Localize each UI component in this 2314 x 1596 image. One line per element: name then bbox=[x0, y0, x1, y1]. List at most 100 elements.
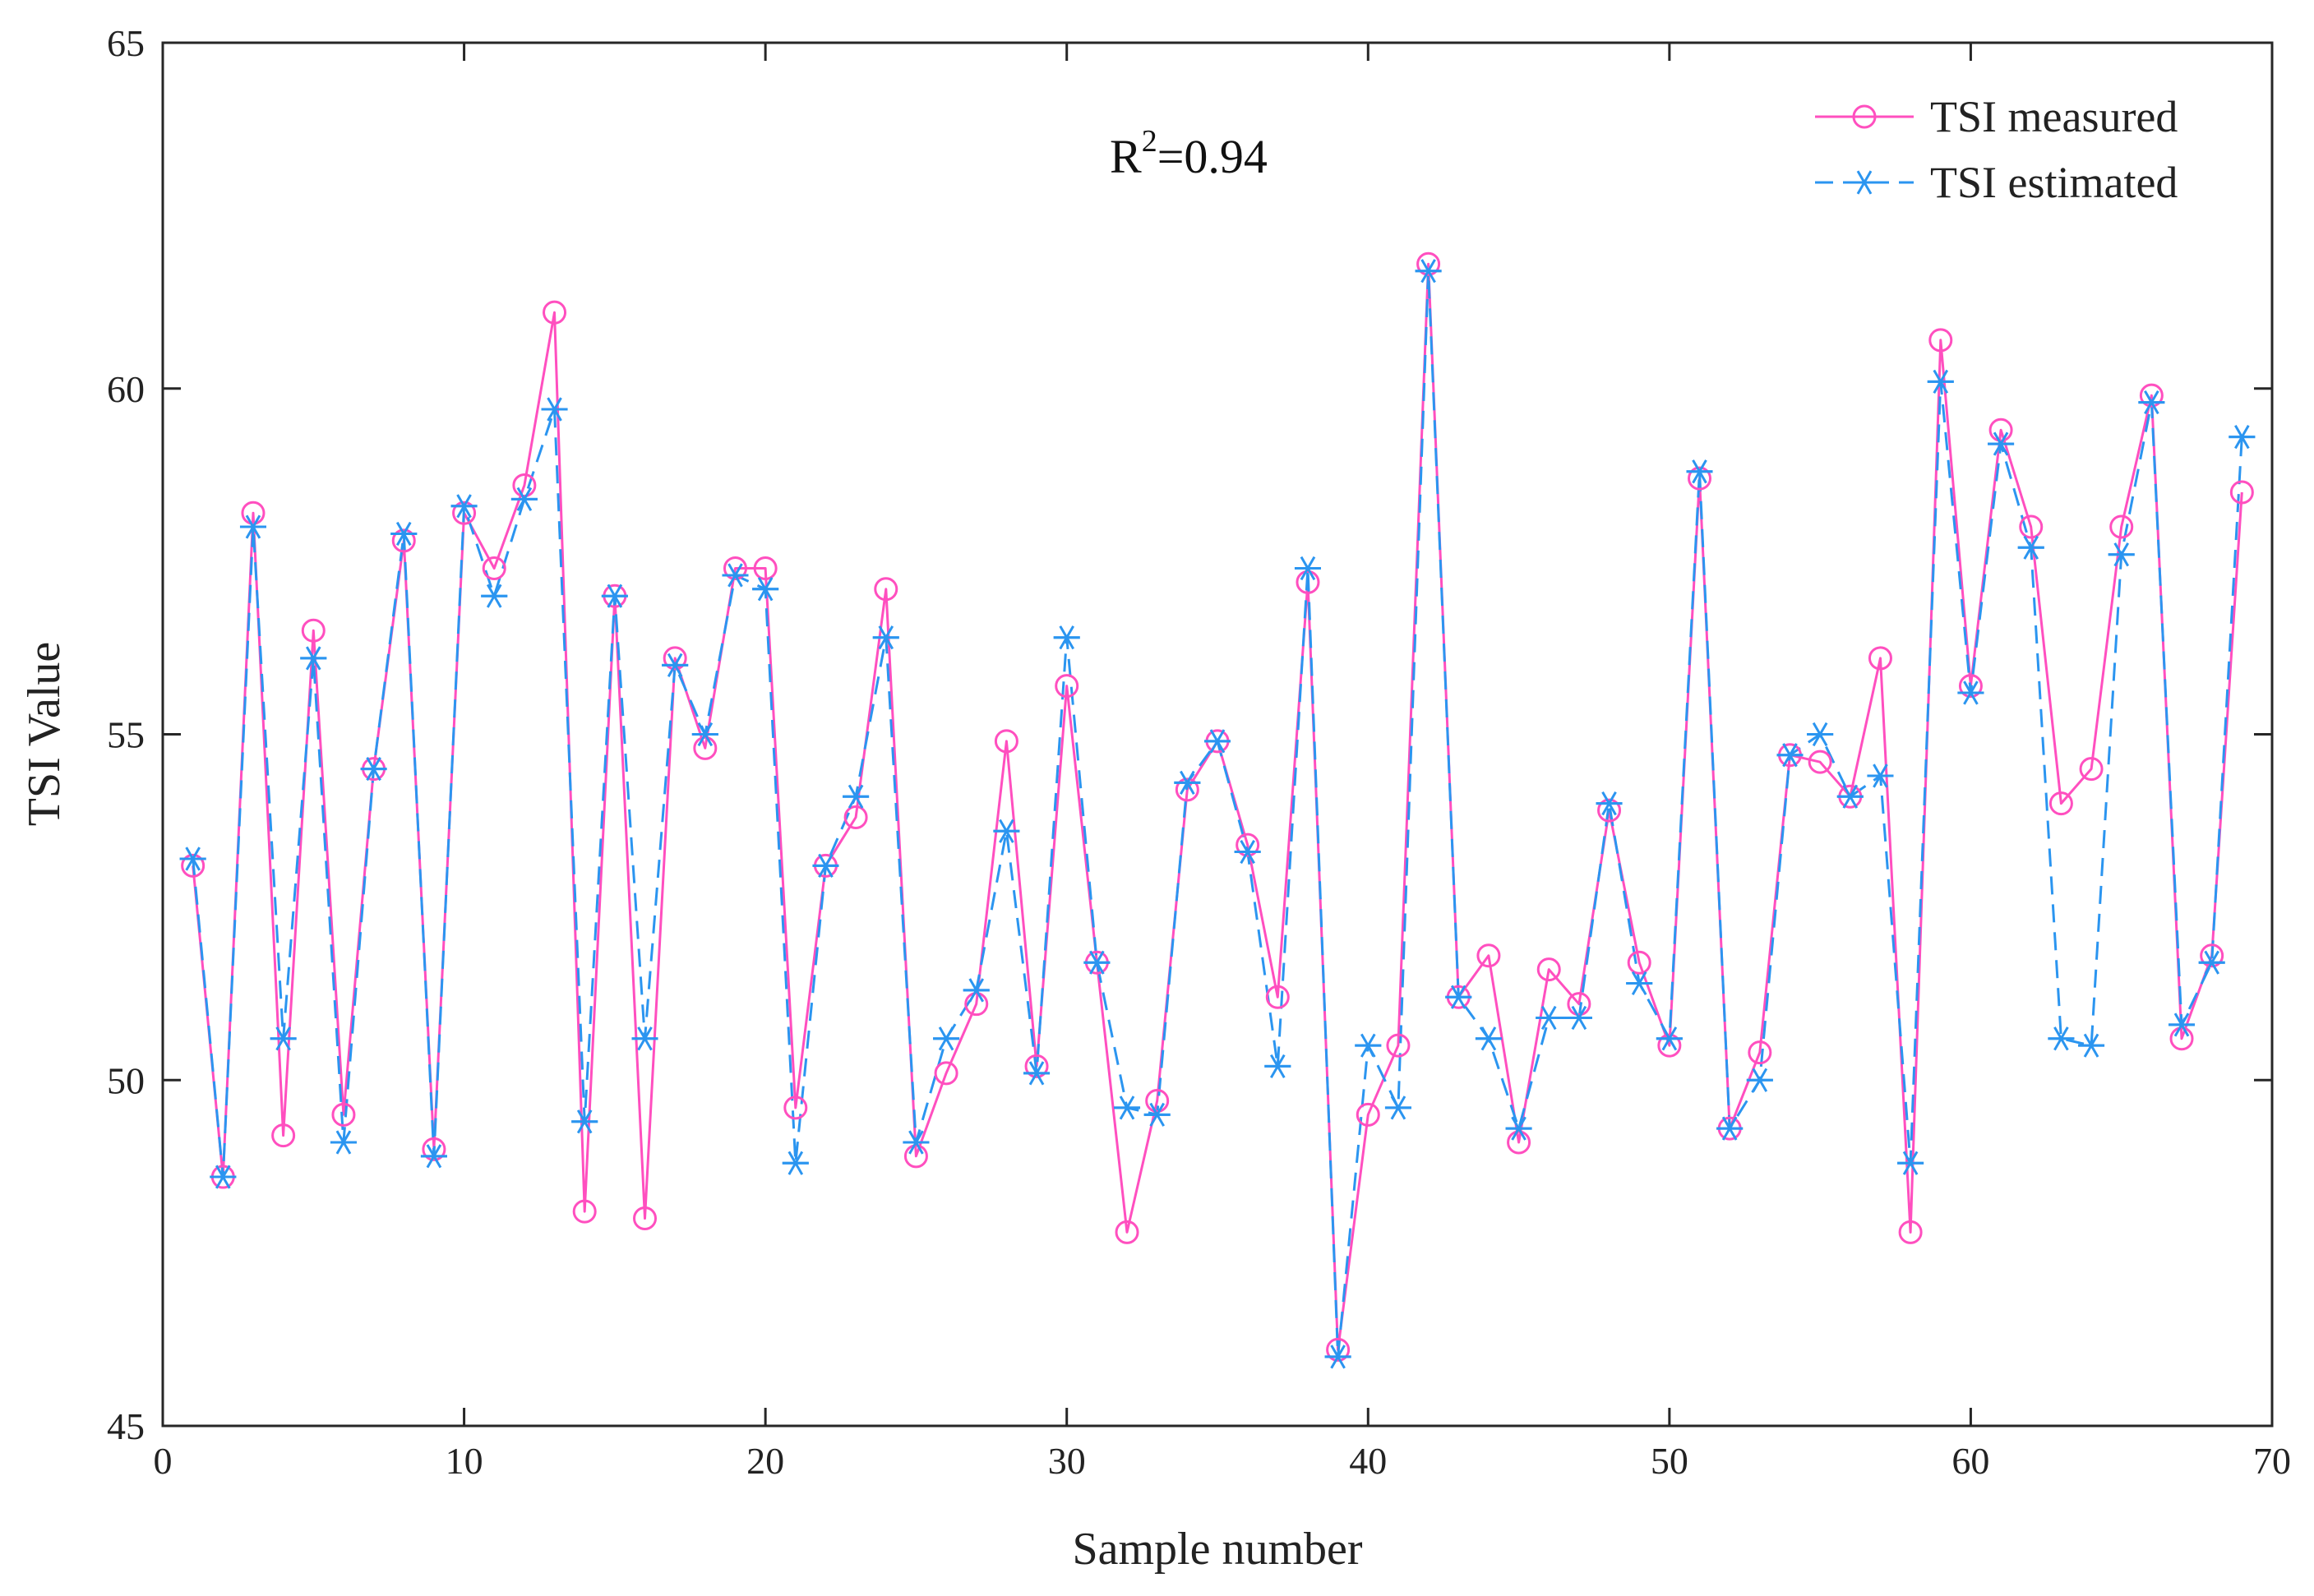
point-estimated bbox=[450, 494, 478, 519]
point-estimated bbox=[2198, 950, 2225, 975]
r-squared-sup: 2 bbox=[1142, 124, 1157, 159]
point-estimated bbox=[2138, 390, 2165, 415]
point-measured bbox=[783, 1096, 808, 1120]
point-measured bbox=[331, 1102, 356, 1127]
point-measured bbox=[2079, 757, 2104, 782]
point-measured bbox=[723, 556, 747, 581]
point-measured bbox=[1567, 992, 1591, 1017]
point-estimated bbox=[1867, 763, 1894, 788]
point-measured bbox=[1416, 251, 1441, 276]
point-estimated bbox=[1716, 1116, 1744, 1141]
point-measured bbox=[1236, 833, 1260, 857]
point-estimated bbox=[1686, 459, 1713, 484]
point-measured bbox=[271, 1123, 296, 1148]
y-tick-label: 65 bbox=[107, 22, 145, 64]
point-estimated bbox=[1807, 722, 1834, 747]
y-tick-label: 45 bbox=[107, 1405, 145, 1447]
point-estimated bbox=[420, 1144, 447, 1169]
x-axis: 0 10 20 30 40 50 60 70 bbox=[154, 43, 2291, 1482]
point-estimated bbox=[1505, 1116, 1532, 1141]
point-measured bbox=[1476, 943, 1501, 968]
r-squared-value: =0.94 bbox=[1157, 130, 1268, 183]
point-estimated bbox=[1174, 770, 1201, 796]
point-measured bbox=[843, 805, 868, 829]
point-estimated bbox=[872, 625, 899, 650]
point-measured bbox=[1868, 646, 1892, 671]
point-estimated bbox=[1234, 839, 1261, 865]
point-estimated bbox=[782, 1151, 809, 1175]
point-measured bbox=[2229, 480, 2254, 505]
point-estimated bbox=[963, 978, 990, 1003]
point-measured bbox=[301, 618, 326, 643]
x-axis-title: Sample number bbox=[1072, 1524, 1362, 1575]
legend-marker-estimated bbox=[1851, 170, 1878, 195]
point-measured bbox=[633, 1206, 658, 1231]
point-measured bbox=[994, 729, 1018, 754]
point-measured bbox=[452, 500, 477, 525]
r-squared-base: R bbox=[1110, 130, 1142, 183]
point-estimated bbox=[1264, 1054, 1291, 1079]
point-measured bbox=[181, 853, 206, 878]
point-estimated bbox=[2229, 425, 2256, 450]
point-estimated bbox=[843, 784, 870, 809]
markers-estimated bbox=[179, 259, 2256, 1369]
point-estimated bbox=[1324, 1345, 1351, 1369]
point-measured bbox=[1597, 798, 1622, 823]
point-measured bbox=[543, 300, 567, 325]
point-measured bbox=[1748, 1040, 1772, 1065]
point-estimated bbox=[1384, 1096, 1411, 1120]
point-measured bbox=[1115, 1220, 1139, 1244]
point-measured bbox=[1808, 750, 1832, 774]
y-axis-title: TSI Value bbox=[19, 642, 70, 827]
point-estimated bbox=[1053, 625, 1080, 650]
point-measured bbox=[874, 577, 898, 602]
point-measured bbox=[1507, 1130, 1531, 1155]
x-tick-label: 50 bbox=[1651, 1440, 1688, 1482]
point-measured bbox=[1024, 1054, 1049, 1078]
point-estimated bbox=[903, 1130, 930, 1155]
r-squared-annotation: R2=0.94 bbox=[1110, 124, 1268, 183]
point-estimated bbox=[239, 514, 266, 539]
point-measured bbox=[1296, 570, 1320, 594]
y-tick-label: 50 bbox=[107, 1059, 145, 1101]
point-estimated bbox=[1445, 985, 1472, 1009]
point-estimated bbox=[691, 722, 718, 747]
point-estimated bbox=[1836, 784, 1864, 809]
legend-label-measured: TSI measured bbox=[1930, 92, 2178, 141]
point-estimated bbox=[1776, 743, 1804, 768]
point-estimated bbox=[1988, 431, 2015, 456]
point-measured bbox=[1326, 1337, 1351, 1362]
x-tick-label: 70 bbox=[2253, 1440, 2291, 1482]
point-estimated bbox=[1957, 680, 1984, 705]
point-measured bbox=[2109, 514, 2134, 539]
point-estimated bbox=[662, 653, 689, 677]
point-measured bbox=[2169, 1026, 2194, 1051]
point-measured bbox=[964, 992, 989, 1017]
point-estimated bbox=[933, 1026, 960, 1051]
point-measured bbox=[1958, 674, 1983, 699]
x-tick-label: 0 bbox=[154, 1440, 173, 1482]
legend-label-estimated: TSI estimated bbox=[1930, 158, 2178, 207]
point-measured bbox=[1988, 417, 2013, 442]
point-estimated bbox=[1083, 950, 1111, 975]
point-estimated bbox=[210, 1165, 237, 1189]
point-measured bbox=[1386, 1033, 1411, 1058]
point-measured bbox=[1627, 950, 1651, 975]
point-estimated bbox=[1565, 1005, 1592, 1031]
point-measured bbox=[482, 556, 506, 581]
point-estimated bbox=[300, 646, 327, 671]
point-measured bbox=[2019, 514, 2044, 539]
point-estimated bbox=[571, 1109, 598, 1134]
point-estimated bbox=[1204, 729, 1231, 754]
series-layer bbox=[179, 251, 2256, 1369]
y-axis: 45 50 55 60 65 bbox=[107, 22, 2272, 1447]
x-tick-label: 10 bbox=[446, 1440, 483, 1482]
point-estimated bbox=[2108, 542, 2135, 567]
point-measured bbox=[2139, 383, 2164, 408]
point-measured bbox=[1175, 777, 1199, 802]
point-measured bbox=[1055, 674, 1079, 699]
point-measured bbox=[391, 528, 416, 553]
point-estimated bbox=[1897, 1151, 1924, 1175]
